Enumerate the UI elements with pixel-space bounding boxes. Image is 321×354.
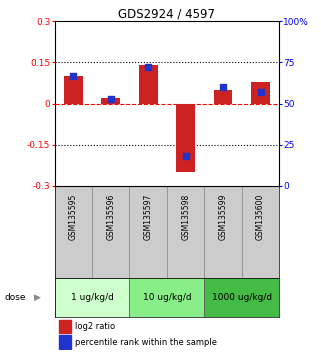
Bar [204, 279, 279, 317]
Text: ▶: ▶ [34, 293, 40, 302]
Bar [242, 186, 279, 279]
Point [146, 64, 151, 70]
Title: GDS2924 / 4597: GDS2924 / 4597 [118, 7, 215, 20]
Bar [59, 320, 71, 333]
Text: percentile rank within the sample: percentile rank within the sample [75, 338, 217, 347]
Bar [251, 82, 270, 104]
Bar [59, 335, 71, 349]
Bar [176, 104, 195, 172]
Bar [92, 186, 129, 279]
Point [183, 153, 188, 159]
Text: GSM135599: GSM135599 [219, 193, 228, 240]
Bar [55, 186, 92, 279]
Bar [101, 98, 120, 104]
Bar [55, 279, 129, 317]
Bar [129, 279, 204, 317]
Point [258, 89, 263, 95]
Point [108, 96, 113, 102]
Text: 1 ug/kg/d: 1 ug/kg/d [71, 293, 113, 302]
Bar [129, 186, 167, 279]
Text: GSM135595: GSM135595 [69, 193, 78, 240]
Text: GSM135596: GSM135596 [106, 193, 115, 240]
Text: dose: dose [5, 293, 26, 302]
Point [221, 84, 226, 90]
Text: log2 ratio: log2 ratio [75, 322, 115, 331]
Bar [167, 186, 204, 279]
Text: GSM135598: GSM135598 [181, 193, 190, 240]
Text: 10 ug/kg/d: 10 ug/kg/d [143, 293, 191, 302]
Bar [214, 90, 232, 104]
Bar [139, 65, 158, 104]
Point [71, 73, 76, 78]
Text: GSM135600: GSM135600 [256, 193, 265, 240]
Bar [64, 76, 83, 104]
Text: GSM135597: GSM135597 [144, 193, 153, 240]
Bar [204, 186, 242, 279]
Text: 1000 ug/kg/d: 1000 ug/kg/d [212, 293, 272, 302]
